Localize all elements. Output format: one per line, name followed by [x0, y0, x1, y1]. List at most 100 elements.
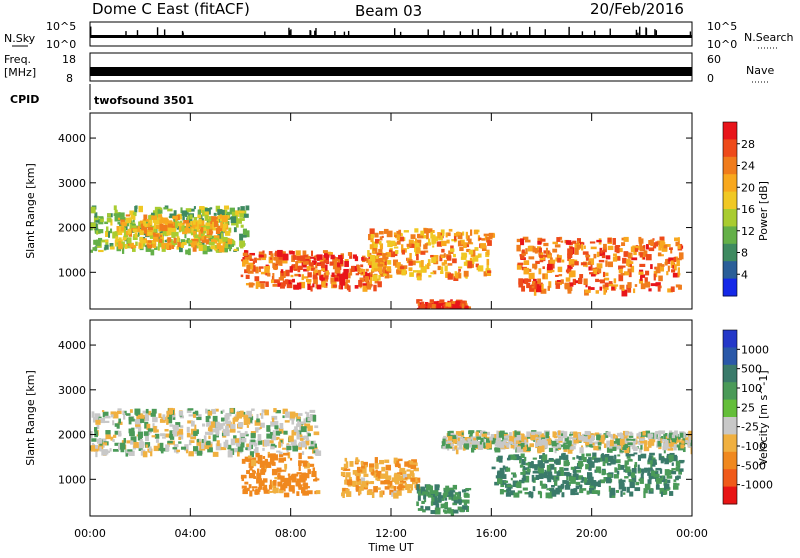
power-cell — [608, 281, 613, 284]
power-cell — [158, 240, 163, 247]
power-cell — [187, 248, 191, 256]
power-cell — [429, 299, 434, 302]
velocity-cell — [258, 483, 261, 491]
velocity-cell — [95, 451, 98, 458]
velocity-cell — [226, 429, 230, 437]
velocity-cell — [135, 424, 141, 427]
power-cell — [533, 289, 537, 296]
velocity-cell — [687, 441, 692, 448]
velocity-cell — [299, 426, 302, 431]
power-cell — [416, 253, 419, 261]
velocity-cell — [457, 506, 462, 511]
velocity-cell — [613, 474, 619, 479]
velocity-cell — [421, 500, 425, 504]
velocity-cell — [563, 460, 567, 467]
velocity-cell — [675, 466, 680, 472]
y-tick-label: 1000 — [58, 473, 86, 486]
power-cell — [538, 247, 543, 253]
power-cell — [231, 211, 236, 218]
velocity-cell — [215, 421, 220, 428]
noise-spike — [290, 29, 292, 36]
power-cell — [159, 223, 164, 231]
velocity-cell — [230, 424, 236, 429]
power-cell — [272, 265, 279, 270]
power-cell — [164, 234, 169, 237]
velocity-cell — [206, 421, 212, 426]
velocity-cell — [416, 501, 419, 507]
velocity-cell — [116, 423, 120, 429]
velocity-cell — [207, 447, 213, 453]
power-cell — [141, 223, 145, 231]
nave-label: Nave — [746, 64, 774, 77]
velocity-cell — [178, 441, 182, 444]
noise-spike — [501, 29, 504, 36]
velocity-cell — [558, 437, 564, 441]
velocity-cell — [363, 461, 368, 467]
power-cell — [146, 244, 150, 247]
velocity-cell — [576, 455, 579, 459]
velocity-cell — [515, 431, 520, 436]
power-cell — [648, 288, 652, 292]
noise-spike — [568, 26, 570, 36]
noise-spike — [163, 29, 166, 36]
power-cell — [638, 236, 642, 242]
power-cell — [483, 271, 487, 277]
velocity-cell — [521, 434, 525, 438]
velocity-cell — [432, 500, 437, 506]
velocity-cell — [585, 479, 592, 485]
power-cell — [182, 225, 187, 228]
power-cell — [468, 249, 474, 255]
velocity-cell — [589, 483, 596, 490]
velocity-cell — [585, 453, 592, 457]
velocity-cell — [96, 438, 103, 444]
power-cell — [313, 277, 318, 284]
velocity-cell — [483, 445, 490, 450]
power-cell — [191, 240, 195, 248]
velocity-cell — [563, 467, 569, 471]
power-cell — [598, 259, 605, 263]
velocity-cell — [104, 415, 111, 419]
velocity-cell — [286, 445, 292, 451]
power-cell — [635, 245, 640, 249]
power-cell — [460, 240, 464, 245]
velocity-cell — [648, 475, 653, 480]
velocity-cell — [284, 420, 290, 423]
velocity-cell — [604, 453, 610, 459]
power-cell — [659, 266, 665, 272]
power-cell — [147, 226, 153, 231]
velocity-cell — [513, 474, 517, 478]
velocity-cell — [430, 485, 434, 492]
noise-spike — [477, 28, 479, 36]
power-cell — [529, 286, 535, 292]
power-cell — [430, 231, 434, 239]
power-cell — [223, 212, 227, 217]
velocity-cell — [488, 440, 492, 446]
velocity-cell — [585, 464, 590, 470]
power-cell — [138, 221, 141, 228]
velocity-cell — [284, 409, 288, 412]
power-cell — [392, 251, 398, 257]
power-cell — [338, 254, 343, 260]
velocity-cell — [426, 484, 430, 488]
velocity-cell — [257, 455, 262, 460]
velocity-cell — [240, 434, 245, 441]
velocity-cell — [227, 444, 232, 450]
power-cell — [560, 240, 564, 243]
velocity-cell — [658, 453, 662, 461]
power-cell — [555, 274, 559, 277]
velocity-cell — [688, 432, 692, 438]
power-cell — [163, 207, 168, 210]
x-axis-ticks: 00:00 04:00 08:00 12:00 16:00 20:00 00:00 — [74, 113, 708, 540]
velocity-cell — [605, 477, 612, 484]
power-cell — [139, 228, 144, 236]
power-cell — [347, 272, 351, 279]
velocity-cell — [271, 468, 278, 476]
power-cell — [340, 257, 343, 265]
power-cell — [410, 234, 416, 239]
power-cell — [595, 267, 600, 274]
velocity-cell — [583, 436, 589, 442]
velocity-cell — [168, 435, 174, 438]
velocity-cell — [442, 509, 447, 513]
velocity-cell — [147, 428, 154, 432]
power-cell — [224, 230, 231, 236]
